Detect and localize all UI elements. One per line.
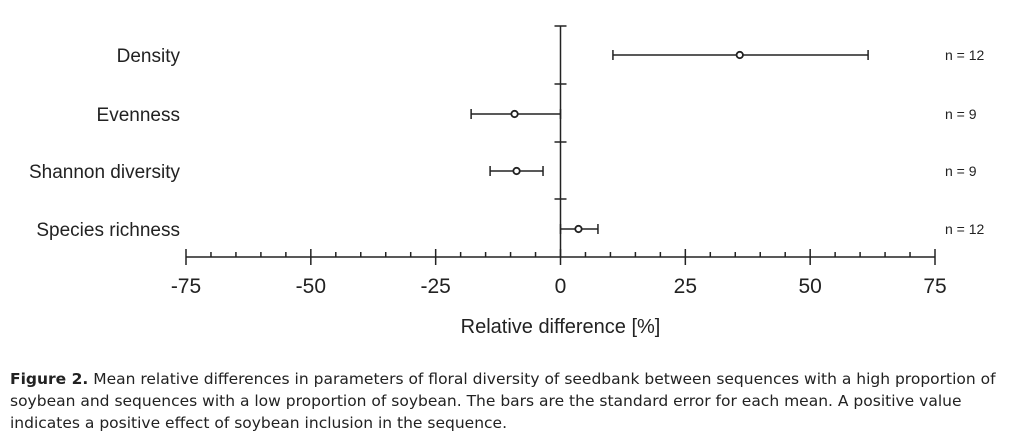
sample-size-label: n = 12 bbox=[945, 221, 985, 237]
x-tick-label: 25 bbox=[674, 275, 697, 298]
x-axis-label: Relative difference [%] bbox=[461, 316, 661, 338]
mean-point bbox=[510, 109, 519, 119]
figure-caption: Figure 2. Mean relative differences in p… bbox=[10, 368, 1020, 434]
mean-point bbox=[735, 50, 744, 60]
x-tick-label: 75 bbox=[923, 275, 946, 298]
category-label: Evenness bbox=[97, 105, 180, 126]
x-tick-label: -75 bbox=[171, 275, 201, 298]
caption-text: Mean relative differences in parameters … bbox=[10, 370, 996, 432]
x-tick-label: -50 bbox=[296, 275, 326, 298]
sample-size-label: n = 9 bbox=[945, 106, 977, 122]
sample-size-label: n = 9 bbox=[945, 163, 977, 179]
x-tick-label: 0 bbox=[555, 275, 567, 298]
x-tick-label: -25 bbox=[420, 275, 450, 298]
caption-label: Figure 2. bbox=[10, 370, 89, 388]
category-label: Density bbox=[117, 46, 181, 67]
mean-point bbox=[574, 224, 583, 234]
mean-point bbox=[512, 166, 521, 176]
forest-plot: -75 -50 -25 0 25 50 75 Relative difference [%] D… bbox=[29, 25, 985, 338]
sample-size-label: n = 12 bbox=[945, 47, 985, 63]
x-tick-label: 50 bbox=[798, 275, 821, 298]
category-label: Species richness bbox=[36, 220, 180, 241]
category-label: Shannon diversity bbox=[29, 162, 181, 183]
